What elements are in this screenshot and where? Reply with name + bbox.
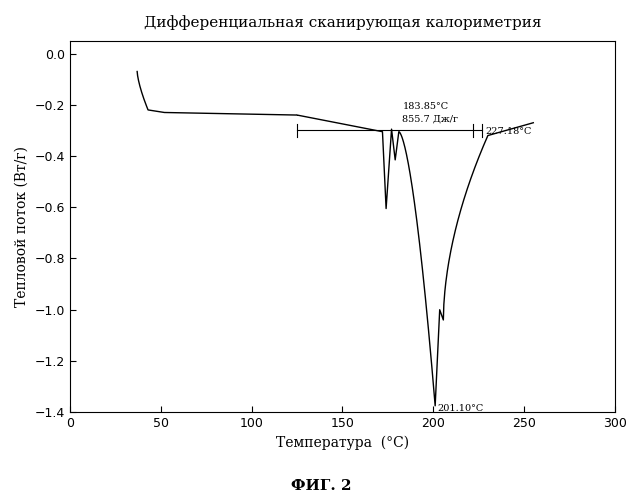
Title: Дифференциальная сканирующая калориметрия: Дифференциальная сканирующая калориметри… — [144, 15, 541, 30]
Text: 183.85°C: 183.85°C — [403, 102, 449, 110]
Text: ФИГ. 2: ФИГ. 2 — [291, 479, 351, 493]
Y-axis label: Тепловой поток (Вт/г): Тепловой поток (Вт/г) — [15, 146, 29, 307]
X-axis label: Температура  (°C): Температура (°C) — [276, 436, 409, 450]
Text: 855.7 Дж/г: 855.7 Дж/г — [403, 114, 458, 124]
Text: 227.18°C: 227.18°C — [485, 128, 532, 136]
Text: 201.10°C: 201.10°C — [437, 404, 483, 413]
